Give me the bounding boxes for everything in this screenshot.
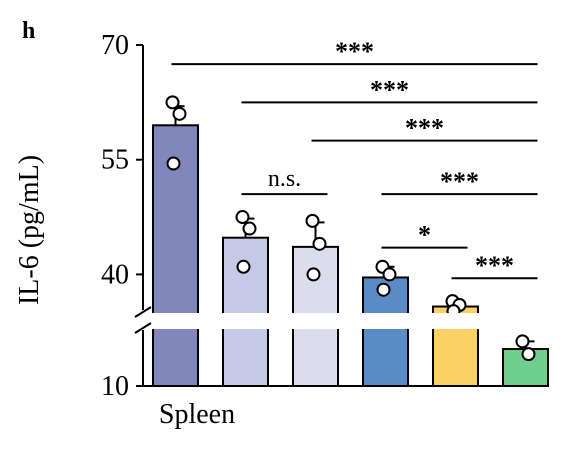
data-point bbox=[166, 156, 181, 171]
axis-break-mark bbox=[134, 306, 152, 318]
y-tick-label: 70 bbox=[101, 30, 129, 61]
data-point bbox=[242, 221, 257, 236]
bar-2 bbox=[222, 236, 269, 387]
data-point bbox=[236, 259, 251, 274]
data-point bbox=[235, 210, 250, 225]
y-axis: 10 40 55 70 bbox=[101, 30, 545, 402]
x-axis-label: Spleen bbox=[159, 399, 235, 430]
y-tick-label: 40 bbox=[101, 259, 129, 290]
y-tick-label: 55 bbox=[101, 145, 129, 176]
data-point bbox=[515, 334, 530, 349]
axis-break-mark bbox=[134, 322, 152, 334]
axis-break-gap bbox=[120, 313, 540, 329]
data-point bbox=[521, 347, 536, 362]
data-point bbox=[305, 213, 320, 228]
significance-label-3: *** bbox=[405, 114, 444, 143]
y-tick-label: 10 bbox=[101, 371, 129, 402]
significance-label-7: *** bbox=[475, 251, 514, 280]
data-point bbox=[165, 95, 180, 110]
bars-layer bbox=[120, 95, 549, 388]
panel-label: h bbox=[22, 18, 35, 44]
data-point bbox=[312, 236, 327, 251]
significance-label-6: * bbox=[418, 221, 431, 250]
significance-label-4: n.s. bbox=[268, 166, 301, 192]
y-axis-label: IL-6 (pg/mL) bbox=[14, 155, 45, 305]
significance-layer: *********n.s. ******* bbox=[171, 37, 538, 280]
significance-label-2: *** bbox=[370, 75, 409, 104]
data-point bbox=[376, 282, 391, 297]
data-point bbox=[172, 106, 187, 121]
significance-label-5: *** bbox=[440, 167, 479, 196]
significance-label-1: *** bbox=[335, 37, 374, 66]
data-point bbox=[306, 267, 321, 282]
data-point bbox=[382, 267, 397, 282]
